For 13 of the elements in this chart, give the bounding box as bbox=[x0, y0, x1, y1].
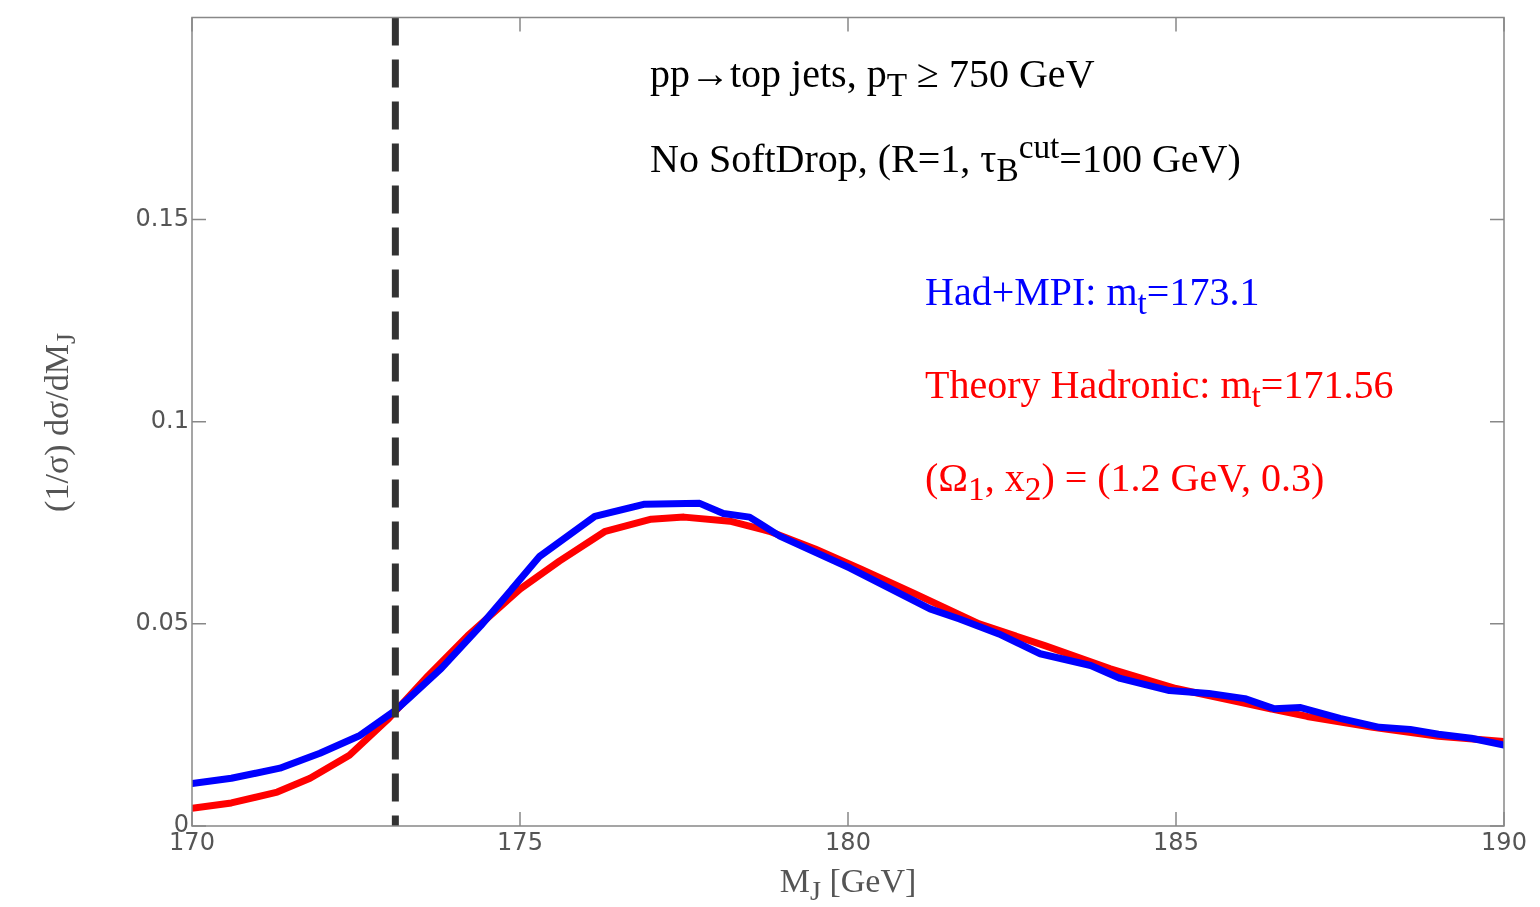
annotation: No SoftDrop, (R=1, τ$_{B}$$^{cut}$=100 GeV) bbox=[650, 128, 1241, 190]
text: Had+MPI: m$_{t}$=173.1 bbox=[925, 268, 1261, 323]
y-tick-label: 0.15 bbox=[135, 203, 189, 232]
text: Theory Hadronic: m$_{t}$=171.56 bbox=[925, 361, 1394, 416]
annotation: pp→top jets, p$_{T}$ ≥ 750 GeV bbox=[650, 50, 1095, 104]
y-tick-label: 0.05 bbox=[135, 608, 189, 637]
x-tick-label: 185 bbox=[1153, 827, 1199, 856]
annotation: (Ω$_{1}$, x$_{2}$) = (1.2 GeV, 0.3) bbox=[925, 454, 1326, 509]
x-tick-label: 175 bbox=[497, 827, 543, 856]
x-axis-title: M$_{J}$ [GeV] bbox=[778, 862, 918, 907]
x-tick-label: 180 bbox=[825, 827, 871, 856]
y-tick-label: 0.1 bbox=[150, 405, 189, 434]
x-tick-label: 190 bbox=[1481, 827, 1527, 856]
